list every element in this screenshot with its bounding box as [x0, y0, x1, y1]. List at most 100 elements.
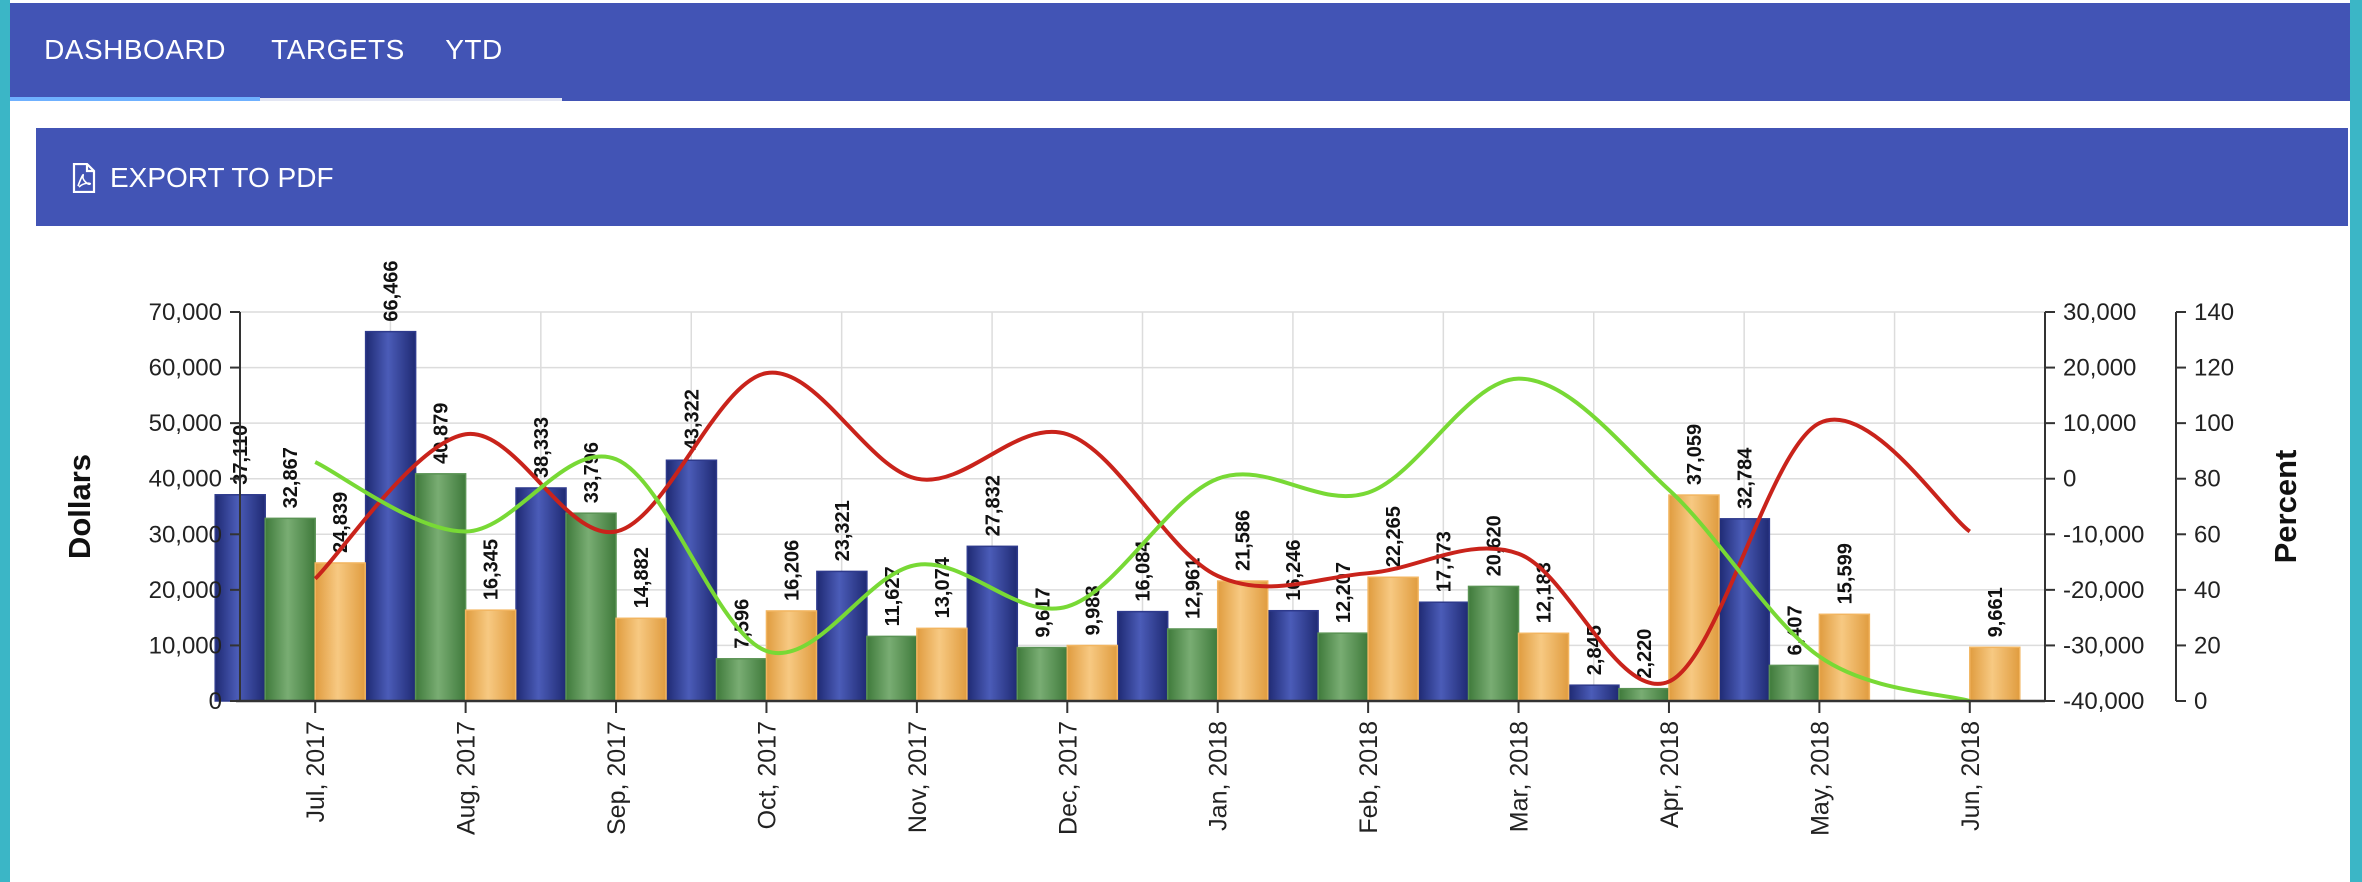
- y-mid-tick-label: -10,000: [2063, 521, 2144, 548]
- y2-tick-label: 100: [2194, 410, 2234, 437]
- bar: [1016, 646, 1069, 702]
- data-label: 13,074: [932, 556, 954, 618]
- data-label: 40,879: [431, 403, 453, 464]
- y-mid-tick-label: -40,000: [2063, 688, 2144, 715]
- bar: [565, 512, 617, 702]
- data-label: 21,586: [1233, 510, 1255, 571]
- export-label: EXPORT TO PDF: [110, 162, 334, 193]
- y2-tick-label: 0: [2194, 688, 2207, 715]
- data-label: 17,773: [1434, 531, 1456, 592]
- data-label: 12,207: [1333, 562, 1355, 623]
- y-mid-tick-label: -30,000: [2063, 632, 2144, 659]
- y2-tick-label: 80: [2194, 466, 2221, 493]
- y2-axis-title: Percent: [2268, 450, 2303, 564]
- y-tick-label: 40,000: [149, 466, 222, 493]
- bar: [665, 459, 718, 702]
- y-tick-label: 60,000: [149, 355, 222, 382]
- bar: [464, 609, 517, 702]
- bar: [1969, 646, 2021, 702]
- data-label: 37,059: [1684, 424, 1706, 485]
- tabs-divider: [260, 98, 562, 101]
- bar: [715, 658, 768, 702]
- data-label: 38,333: [531, 417, 553, 478]
- bar: [1718, 518, 1771, 702]
- y-tick-label: 0: [209, 688, 222, 715]
- data-label: 32,867: [280, 447, 302, 508]
- y2-tick-label: 60: [2194, 521, 2221, 548]
- bar: [1166, 628, 1219, 702]
- bar: [515, 487, 567, 702]
- data-label: 20,620: [1484, 515, 1506, 576]
- y2-tick-label: 40: [2194, 577, 2221, 604]
- x-tick-label: Jun, 2018: [1957, 721, 1985, 831]
- y-mid-tick-label: 0: [2063, 466, 2076, 493]
- data-label: 22,265: [1383, 506, 1405, 567]
- tab-ytd[interactable]: YTD: [445, 34, 503, 65]
- bar: [1116, 610, 1169, 702]
- x-tick-label: Aug, 2017: [453, 721, 481, 835]
- bar: [966, 545, 1019, 702]
- bar: [1768, 664, 1821, 702]
- x-tick-label: Jul, 2017: [302, 721, 330, 822]
- top-nav: DASHBOARD TARGETS YTD: [10, 3, 2350, 101]
- y-tick-label: 20,000: [149, 577, 222, 604]
- bar: [866, 635, 918, 702]
- data-label: 14,882: [631, 547, 653, 608]
- x-tick-label: Oct, 2017: [753, 721, 781, 829]
- y-tick-label: 10,000: [149, 632, 222, 659]
- bar: [816, 570, 868, 702]
- bar: [414, 473, 467, 702]
- pdf-file-icon: [72, 163, 96, 193]
- bar: [765, 610, 818, 702]
- bar: [1216, 580, 1269, 702]
- data-label: 24,839: [330, 492, 352, 553]
- data-label: 27,832: [982, 475, 1004, 536]
- x-tick-label: Feb, 2018: [1355, 721, 1383, 834]
- tab-targets[interactable]: TARGETS: [271, 34, 405, 65]
- bar: [1417, 601, 1470, 702]
- bar: [916, 627, 968, 702]
- data-label: 43,322: [681, 389, 703, 450]
- data-label: 2,845: [1584, 625, 1606, 675]
- data-label: 66,466: [381, 260, 403, 321]
- line-series-green: [314, 376, 1971, 703]
- x-tick-label: May, 2018: [1806, 721, 1834, 836]
- bar: [1066, 644, 1119, 702]
- y-tick-label: 30,000: [149, 521, 222, 548]
- tab-dashboard[interactable]: DASHBOARD: [44, 34, 226, 65]
- export-to-pdf-button[interactable]: EXPORT TO PDF: [72, 153, 334, 203]
- y2-tick-label: 20: [2194, 632, 2221, 659]
- bar: [1317, 632, 1369, 702]
- data-label: 16,084: [1133, 540, 1155, 602]
- x-tick-label: Nov, 2017: [904, 721, 932, 833]
- data-label: 16,206: [781, 540, 803, 601]
- data-label: 37,110: [230, 425, 252, 485]
- data-label: 33,796: [581, 442, 603, 503]
- y-mid-tick-label: 10,000: [2063, 410, 2136, 437]
- y-mid-tick-label: 20,000: [2063, 355, 2136, 382]
- bar: [1568, 684, 1620, 702]
- data-label: 12,961: [1183, 558, 1205, 619]
- bar: [264, 517, 316, 702]
- data-label: 9,661: [1985, 587, 2007, 637]
- y-axis-title: Dollars: [62, 454, 97, 559]
- bar: [1367, 576, 1419, 702]
- y-tick-label: 50,000: [149, 410, 222, 437]
- x-tick-label: Sep, 2017: [603, 721, 631, 835]
- data-label: 16,246: [1283, 540, 1305, 601]
- y-mid-tick-label: 30,000: [2063, 299, 2136, 326]
- data-label: 11,627: [882, 566, 904, 626]
- export-toolbar: EXPORT TO PDF: [36, 128, 2348, 226]
- data-label: 9,617: [1032, 587, 1054, 637]
- bar: [1517, 632, 1570, 702]
- bar: [1267, 609, 1319, 702]
- bar: [1668, 494, 1720, 702]
- data-label: 2,220: [1634, 629, 1656, 679]
- y2-tick-label: 140: [2194, 299, 2234, 326]
- data-label: 32,784: [1734, 447, 1756, 509]
- x-tick-label: Jan, 2018: [1205, 721, 1233, 831]
- active-tab-indicator: [10, 97, 260, 101]
- bar: [615, 617, 667, 702]
- y-mid-tick-label: -20,000: [2063, 577, 2144, 604]
- bar: [314, 562, 366, 702]
